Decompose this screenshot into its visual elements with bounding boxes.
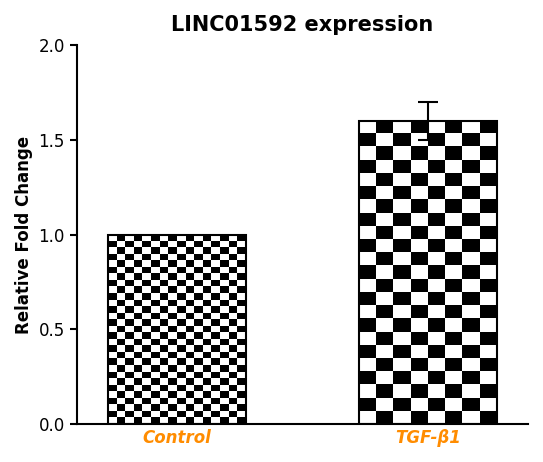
Bar (108, 235, 246, 424)
Bar (359, 121, 497, 424)
Title: LINC01592 expression: LINC01592 expression (171, 15, 433, 35)
Y-axis label: Relative Fold Change: Relative Fold Change (15, 135, 33, 334)
